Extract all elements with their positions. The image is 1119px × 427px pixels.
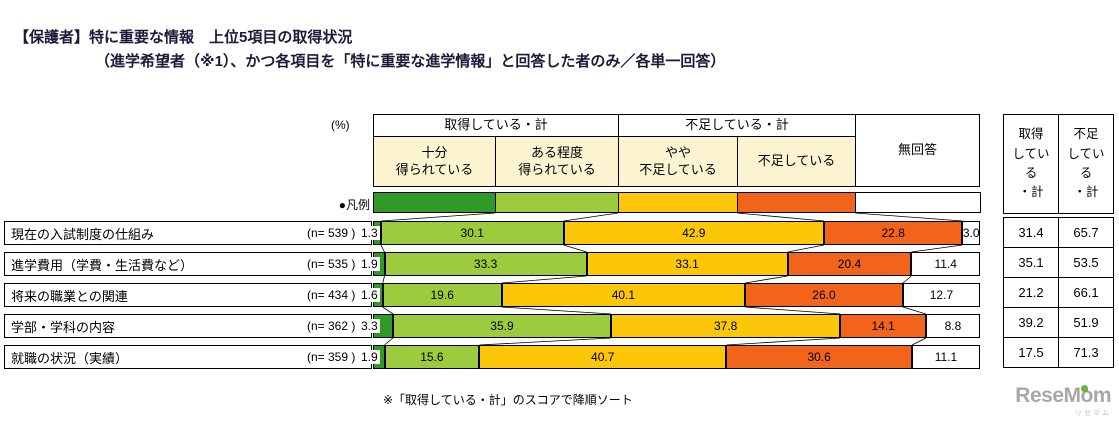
segment-value-label: 3.3: [359, 319, 380, 333]
row-n-label: (n= 434 ): [307, 288, 356, 302]
segment-value-label: 11.1: [934, 350, 958, 364]
page-title-line2: （進学希望者（※1）、かつ各項目を「特に重要な進学情報」と回答した者のみ／各単一…: [95, 53, 726, 70]
segment-value-label: 33.1: [675, 257, 699, 271]
subheader-somewhat-obtained: ある程度 得られている: [495, 136, 619, 187]
bar-row: 1.9 15.6 40.7 30.6 11.1: [359, 345, 980, 369]
segment-value-label: 1.9: [359, 350, 380, 364]
row-label: 就職の状況（実績）: [11, 350, 129, 366]
summary-value-insufficient: 51.9: [1058, 307, 1114, 338]
bar-segment-4: 20.4: [787, 252, 912, 276]
segment-value-label: 22.8: [881, 226, 905, 240]
segment-value-label: 19.6: [430, 288, 454, 302]
summary-value-insufficient: 71.3: [1058, 337, 1114, 368]
percent-unit-label: (%): [331, 118, 350, 132]
summary-value-obtained: 17.5: [1003, 337, 1059, 368]
row-label-cell: 現在の入試制度の仕組み (n= 539 ): [4, 221, 372, 245]
column-group-insufficient-header: 不足している・計: [618, 114, 856, 137]
segment-value-label: 33.3: [473, 257, 498, 271]
summary-value-obtained: 39.2: [1003, 307, 1059, 338]
segment-value-label: 1.6: [359, 288, 380, 302]
legend-swatch-5: [855, 192, 981, 213]
row-n-label: (n= 362 ): [307, 319, 356, 333]
segment-value-label: 30.6: [807, 350, 831, 364]
column-group-obtained-header: 取得している・計: [373, 114, 619, 137]
summary-value-obtained: 31.4: [1003, 217, 1059, 248]
segment-value-label: 40.1: [611, 288, 636, 302]
bar-row: 1.9 33.3 33.1 20.4 11.4: [359, 252, 980, 276]
row-label: 進学費用（学費・生活費など）: [11, 257, 194, 273]
segment-value-label: 26.0: [812, 288, 836, 302]
bar-row: 1.3 30.1 42.9 22.8 3.0: [359, 221, 980, 245]
segment-value-label: 12.7: [929, 288, 954, 302]
column-no-answer-header: 無回答: [855, 114, 980, 187]
row-label-cell: 学部・学科の内容 (n= 362 ): [4, 314, 372, 338]
resemom-logo: ReseMom リセマム: [991, 384, 1111, 418]
legend-label: ●凡例: [338, 198, 370, 212]
bar-segment-4: 30.6: [726, 345, 912, 369]
page-title-line1: 【保護者】特に重要な情報 上位5項目の取得状況: [14, 29, 353, 46]
summary-col-obtained: 31.4 35.1 21.2 39.2 17.5: [1003, 217, 1059, 368]
segment-value-label: 1.9: [359, 257, 380, 271]
bar-segment-4: 14.1: [840, 314, 926, 338]
resemom-logo-text: ReseMom: [1015, 384, 1111, 407]
summary-header-insufficient: 不足 してい る ・計: [1058, 114, 1114, 214]
bar-segment-5: 3.0: [962, 221, 980, 245]
summary-value-insufficient: 66.1: [1058, 277, 1114, 308]
row-n-label: (n= 535 ): [307, 257, 356, 271]
subheader-somewhat-insufficient: やや 不足している: [618, 136, 738, 187]
row-n-label: (n= 359 ): [307, 350, 356, 364]
bar-segment-5: 11.1: [912, 345, 980, 369]
bar-row: 1.6 19.6 40.1 26.0 12.7: [359, 283, 980, 307]
row-label: 学部・学科の内容: [11, 319, 116, 335]
row-label-cell: 就職の状況（実績） (n= 359 ): [4, 345, 372, 369]
bar-segment-4: 26.0: [745, 283, 903, 307]
row-label: 現在の入試制度の仕組み: [11, 226, 155, 242]
bar-segment-2: 30.1: [380, 221, 564, 245]
segment-value-label: 30.1: [460, 226, 484, 240]
summary-header-obtained: 取得 してい る ・計: [1003, 114, 1059, 214]
bar-segment-2: 33.3: [384, 252, 587, 276]
bar-segment-3: 42.9: [563, 221, 824, 245]
segment-value-label: 8.8: [944, 319, 962, 333]
segment-value-label: 35.9: [490, 319, 514, 333]
row-label-cell: 進学費用（学費・生活費など） (n= 535 ): [4, 252, 372, 276]
bar-segment-5: 11.4: [911, 252, 980, 276]
segment-value-label: 15.6: [420, 350, 444, 364]
row-label: 将来の職業との関連: [11, 288, 128, 304]
row-label-cell: 将来の職業との関連 (n= 434 ): [4, 283, 372, 307]
summary-value-obtained: 35.1: [1003, 247, 1059, 278]
summary-value-insufficient: 65.7: [1058, 217, 1114, 248]
bar-segment-5: 12.7: [902, 283, 980, 307]
segment-value-label: 14.1: [871, 319, 895, 333]
summary-value-obtained: 21.2: [1003, 277, 1059, 308]
bar-segment-3: 40.1: [501, 283, 746, 307]
bar-segment-2: 35.9: [393, 314, 611, 338]
bar-segment-3: 37.8: [610, 314, 841, 338]
footnote: ※「取得している・計」のスコアで降順ソート: [383, 393, 633, 407]
bar-segment-5: 8.8: [925, 314, 980, 338]
summary-col-insufficient: 65.7 53.5 66.1 51.9 71.3: [1058, 217, 1114, 368]
resemom-logo-subtext: リセマム: [1075, 410, 1111, 418]
segment-value-label: 11.4: [934, 257, 957, 271]
bar-segment-3: 40.7: [479, 345, 727, 369]
subheader-sufficiently-obtained: 十分 得られている: [373, 136, 496, 187]
segment-value-label: 3.0: [962, 226, 980, 240]
segment-value-label: 20.4: [837, 257, 862, 271]
summary-value-insufficient: 53.5: [1058, 247, 1114, 278]
bar-row: 3.3 35.9 37.8 14.1 8.8: [359, 314, 980, 338]
bar-segment-2: 19.6: [382, 283, 502, 307]
row-n-label: (n= 539 ): [307, 226, 356, 240]
bar-segment-4: 22.8: [824, 221, 963, 245]
segment-value-label: 40.7: [591, 350, 615, 364]
segment-value-label: 37.8: [713, 319, 738, 333]
segment-value-label: 42.9: [682, 226, 706, 240]
leaf-icon: [1081, 385, 1088, 392]
bar-segment-3: 33.1: [586, 252, 788, 276]
segment-value-label: 1.3: [359, 226, 380, 240]
subheader-insufficient: 不足している: [737, 136, 856, 187]
bar-segment-2: 15.6: [384, 345, 480, 369]
